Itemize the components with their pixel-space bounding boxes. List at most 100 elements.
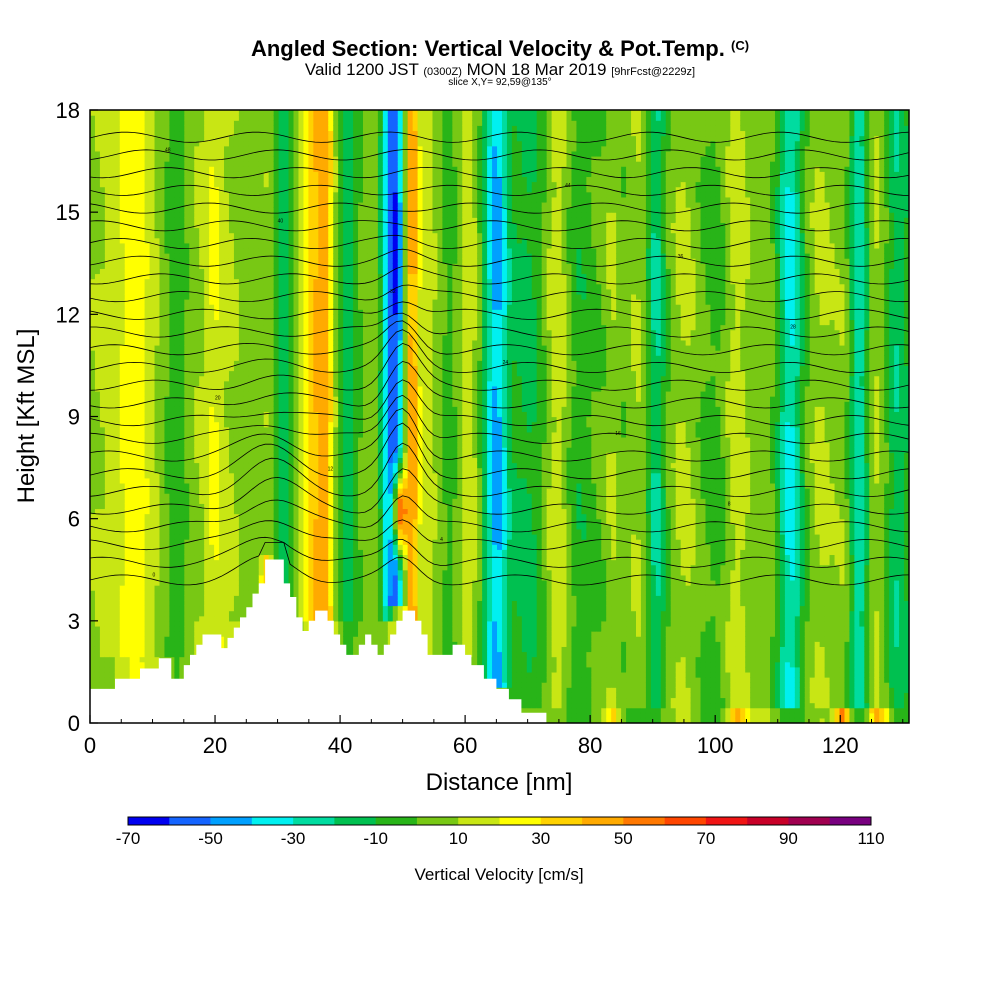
velocity-cell [189, 242, 195, 249]
velocity-cell [159, 605, 166, 612]
velocity-cell [104, 513, 111, 520]
velocity-cell [189, 299, 195, 305]
velocity-cell [224, 375, 230, 382]
velocity-cell [194, 253, 200, 259]
velocity-cell [119, 406, 126, 412]
velocity-cell [104, 426, 111, 433]
velocity-cell [228, 309, 235, 315]
velocity-cell [219, 472, 225, 479]
velocity-cell [90, 355, 96, 361]
velocity-cell [253, 115, 260, 121]
velocity-cell [288, 508, 295, 515]
velocity-cell [224, 350, 230, 356]
velocity-cell [154, 477, 161, 484]
velocity-cell [164, 344, 171, 351]
velocity-cell [253, 201, 260, 208]
velocity-cell [184, 375, 190, 382]
velocity-cell [263, 212, 270, 218]
velocity-cell [189, 615, 195, 622]
velocity-cell [199, 585, 205, 591]
velocity-cell [224, 319, 230, 326]
velocity-cell [233, 314, 240, 321]
velocity-cell [224, 544, 230, 550]
velocity-cell [283, 207, 290, 213]
velocity-cell [179, 513, 185, 520]
velocity-cell [119, 457, 126, 464]
velocity-cell [263, 447, 270, 453]
velocity-cell [263, 263, 270, 269]
velocity-cell [228, 319, 235, 326]
velocity-cell [169, 380, 175, 387]
velocity-cell [109, 631, 116, 637]
velocity-cell [169, 283, 175, 290]
velocity-cell [149, 360, 156, 367]
velocity-cell [169, 416, 175, 423]
velocity-cell [144, 283, 151, 290]
velocity-cell [224, 171, 230, 178]
velocity-cell [139, 130, 146, 137]
velocity-cell [233, 477, 240, 484]
velocity-cell [99, 518, 106, 525]
velocity-cell [233, 523, 240, 530]
velocity-cell [253, 513, 260, 520]
velocity-cell [273, 242, 280, 249]
velocity-cell [94, 166, 101, 172]
velocity-cell [184, 625, 190, 632]
velocity-cell [243, 304, 250, 310]
velocity-cell [214, 625, 220, 632]
velocity-cell [189, 334, 195, 341]
velocity-cell [189, 288, 195, 295]
velocity-cell [253, 350, 260, 356]
velocity-cell [149, 605, 156, 612]
velocity-cell [204, 605, 210, 612]
velocity-cell [169, 278, 175, 285]
velocity-cell [104, 595, 111, 601]
velocity-cell [154, 258, 161, 264]
velocity-cell [149, 615, 156, 622]
velocity-cell [209, 406, 215, 412]
velocity-cell [273, 544, 280, 550]
velocity-cell [283, 145, 290, 152]
velocity-cell [224, 212, 230, 218]
velocity-cell [169, 503, 175, 510]
velocity-cell [109, 447, 116, 453]
velocity-cell [179, 590, 185, 596]
velocity-cell [258, 293, 265, 300]
velocity-cell [114, 406, 121, 412]
velocity-cell [114, 309, 121, 315]
velocity-cell [263, 355, 270, 361]
velocity-cell [149, 544, 156, 550]
velocity-cell [149, 196, 156, 203]
velocity-cell [199, 258, 205, 264]
velocity-cell [224, 488, 230, 494]
velocity-cell [228, 150, 235, 157]
velocity-cell [268, 421, 275, 428]
velocity-cell [134, 559, 141, 566]
velocity-cell [109, 595, 116, 601]
velocity-cell [248, 365, 255, 372]
velocity-cell [199, 360, 205, 367]
velocity-cell [164, 431, 171, 438]
velocity-cell [204, 447, 210, 453]
velocity-cell [174, 406, 180, 412]
velocity-cell [194, 145, 200, 152]
velocity-cell [134, 375, 141, 382]
velocity-cell [164, 600, 171, 607]
velocity-cell [99, 610, 106, 617]
velocity-cell [243, 544, 250, 550]
velocity-cell [99, 309, 106, 315]
velocity-cell [174, 258, 180, 264]
velocity-cell [169, 518, 175, 525]
velocity-cell [94, 130, 101, 137]
velocity-cell [199, 477, 205, 484]
velocity-cell [278, 396, 285, 402]
velocity-cell [139, 171, 146, 178]
velocity-cell [199, 416, 205, 423]
velocity-cell [144, 477, 151, 484]
velocity-cell [144, 319, 151, 326]
velocity-cell [283, 150, 290, 157]
velocity-cell [109, 344, 116, 351]
velocity-cell [224, 411, 230, 418]
velocity-cell [109, 646, 116, 653]
velocity-cell [139, 431, 146, 438]
